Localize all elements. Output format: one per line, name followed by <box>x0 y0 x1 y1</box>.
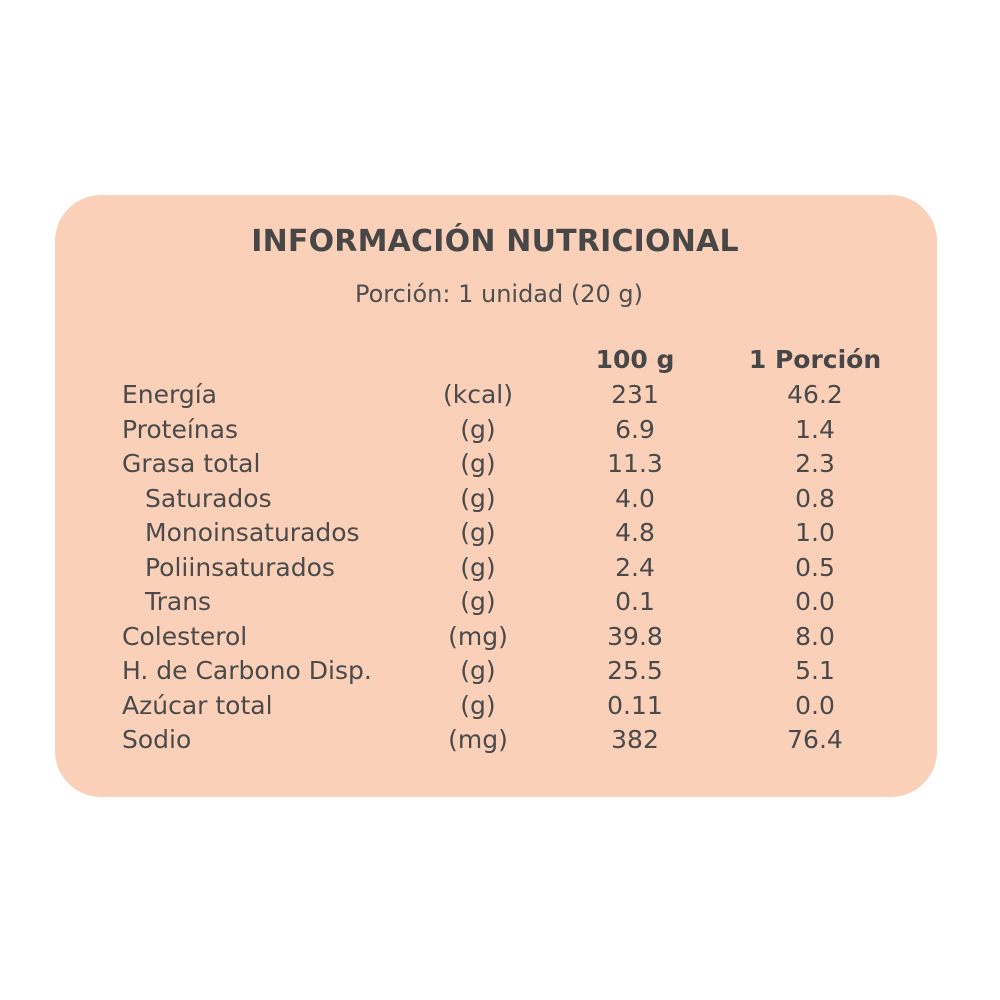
nutrient-unit: (mg) <box>448 725 508 754</box>
value-portion: 2.3 <box>795 449 835 478</box>
table-row: Monoinsaturados (g) 4.8 1.0 <box>0 516 1000 551</box>
nutrient-name: Grasa total <box>122 449 261 478</box>
nutrient-name: Colesterol <box>122 621 248 651</box>
value-100g: 4.0 <box>615 483 655 513</box>
nutrient-name: H. de Carbono Disp. <box>122 656 372 685</box>
value-100g: 39.8 <box>607 621 663 651</box>
table-row: Poliinsaturados (g) 2.4 0.5 <box>0 551 1000 586</box>
nutrient-name: Trans <box>145 587 212 616</box>
value-portion: 46.2 <box>787 380 843 409</box>
value-100g: 0.11 <box>607 690 663 720</box>
nutrient-name: Monoinsaturados <box>145 518 360 547</box>
column-header-100g: 100 g <box>595 345 675 374</box>
value-100g: 4.8 <box>615 518 655 547</box>
nutrient-unit: (g) <box>460 483 496 513</box>
nutrition-card <box>55 195 937 797</box>
nutrient-unit: (g) <box>460 552 496 582</box>
value-100g: 382 <box>611 725 659 754</box>
value-100g: 2.4 <box>615 552 655 582</box>
table-row: Colesterol (mg) 39.8 8.0 <box>0 620 1000 655</box>
nutrient-unit: (g) <box>460 449 496 478</box>
nutrient-unit: (g) <box>460 587 496 616</box>
column-header-portion: 1 Porción <box>748 345 882 374</box>
nutrient-name: Saturados <box>145 483 272 513</box>
nutrient-unit: (mg) <box>448 621 508 651</box>
table-row: Grasa total (g) 11.3 2.3 <box>0 447 1000 482</box>
table-row: Saturados (g) 4.0 0.8 <box>0 482 1000 517</box>
value-100g: 0.1 <box>615 587 655 616</box>
nutrient-unit: (kcal) <box>443 380 513 409</box>
value-100g: 6.9 <box>615 414 655 444</box>
serving-size: Porción: 1 unidad (20 g) <box>354 280 644 308</box>
nutrient-name: Poliinsaturados <box>145 552 335 582</box>
value-portion: 76.4 <box>787 725 843 754</box>
table-row: Sodio (mg) 382 76.4 <box>0 723 1000 758</box>
value-100g: 25.5 <box>607 656 663 685</box>
value-portion: 0.0 <box>795 690 835 720</box>
table-row: Trans (g) 0.1 0.0 <box>0 585 1000 620</box>
value-100g: 231 <box>611 380 659 409</box>
nutrient-unit: (g) <box>460 656 496 685</box>
nutrient-unit: (g) <box>460 690 496 720</box>
table-row: Proteínas (g) 6.9 1.4 <box>0 413 1000 448</box>
nutrition-title: INFORMACIÓN NUTRICIONAL <box>251 224 739 259</box>
value-portion: 0.5 <box>795 552 835 582</box>
value-100g: 11.3 <box>607 449 663 478</box>
table-row: H. de Carbono Disp. (g) 25.5 5.1 <box>0 654 1000 689</box>
value-portion: 5.1 <box>795 656 835 685</box>
value-portion: 1.4 <box>795 414 835 444</box>
table-row: Energía (kcal) 231 46.2 <box>0 378 1000 413</box>
nutrient-name: Sodio <box>122 725 192 754</box>
value-portion: 0.8 <box>795 483 835 513</box>
value-portion: 0.0 <box>795 587 835 616</box>
nutrient-name: Azúcar total <box>122 690 273 720</box>
nutrient-name: Proteínas <box>122 414 238 444</box>
nutrient-name: Energía <box>122 380 217 409</box>
nutrient-unit: (g) <box>460 518 496 547</box>
value-portion: 8.0 <box>795 621 835 651</box>
nutrient-unit: (g) <box>460 414 496 444</box>
table-row: Azúcar total (g) 0.11 0.0 <box>0 689 1000 724</box>
value-portion: 1.0 <box>795 518 835 547</box>
nutrition-table: Energía (kcal) 231 46.2 Proteínas (g) 6.… <box>0 378 1000 758</box>
